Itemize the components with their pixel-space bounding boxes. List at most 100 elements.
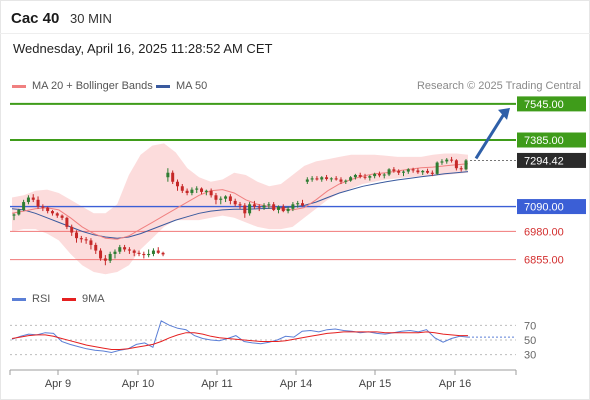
candle-body bbox=[17, 209, 21, 215]
candle-body bbox=[454, 160, 458, 169]
candle-body bbox=[209, 190, 213, 196]
projection-arrow-head bbox=[498, 107, 510, 120]
x-tick-label: Apr 10 bbox=[122, 378, 154, 390]
level-tag-support: 6980.00 bbox=[524, 226, 564, 238]
candle-body bbox=[161, 252, 165, 255]
candle-body bbox=[79, 238, 83, 240]
timeframe-label: 30 MIN bbox=[70, 11, 112, 26]
legend-rsi: RSI bbox=[12, 293, 50, 305]
candle-body bbox=[151, 250, 155, 254]
candle-body bbox=[464, 160, 468, 170]
x-tick-label: Apr 11 bbox=[201, 378, 233, 390]
candle-body bbox=[132, 250, 136, 253]
legend-rsi-ma: 9MA bbox=[62, 293, 105, 305]
rsi-ma-line bbox=[11, 331, 468, 350]
candle-body bbox=[281, 206, 285, 212]
candle-body bbox=[291, 204, 295, 209]
candle-body bbox=[358, 174, 362, 177]
candle-body bbox=[276, 206, 280, 210]
candle-body bbox=[99, 250, 103, 259]
candle-body bbox=[84, 239, 88, 241]
candle-body bbox=[310, 178, 314, 180]
candle-body bbox=[50, 211, 54, 214]
candle-body bbox=[238, 204, 242, 206]
header-divider bbox=[0, 33, 590, 34]
candle-body bbox=[180, 186, 184, 191]
candle-body bbox=[252, 204, 256, 207]
candle-body bbox=[325, 177, 329, 180]
candle-body bbox=[75, 232, 79, 239]
candle-body bbox=[353, 174, 357, 178]
candle-body bbox=[12, 214, 16, 216]
legend-rsi-swatch bbox=[12, 297, 26, 301]
candle-body bbox=[219, 198, 223, 200]
legend-rsi-ma-label: 9MA bbox=[82, 293, 105, 305]
x-tick-label: Apr 9 bbox=[45, 378, 71, 390]
candle-body bbox=[305, 179, 309, 182]
level-tag-last-bg bbox=[517, 152, 586, 168]
candle-body bbox=[450, 159, 454, 161]
candle-body bbox=[228, 196, 232, 201]
level-tag-support: 6855.00 bbox=[524, 255, 564, 267]
candle-body bbox=[94, 244, 98, 251]
candle-body bbox=[392, 169, 396, 171]
candle-body bbox=[118, 247, 122, 252]
rsi-tick-label: 50 bbox=[524, 335, 536, 347]
candle-body bbox=[89, 240, 93, 245]
candle-body bbox=[272, 204, 276, 210]
candle-body bbox=[329, 178, 333, 180]
legend-ma20-label: MA 20 + Bollinger Bands bbox=[32, 80, 153, 92]
level-tag-resistance: 7545.00 bbox=[524, 99, 564, 111]
candle-body bbox=[127, 249, 131, 251]
candle-body bbox=[60, 215, 64, 218]
candle-body bbox=[55, 213, 59, 216]
candle-body bbox=[262, 205, 266, 208]
candle-body bbox=[147, 253, 151, 256]
projection-arrow bbox=[474, 113, 506, 160]
candle-body bbox=[46, 207, 50, 212]
legend-ma20-bollinger: MA 20 + Bollinger Bands bbox=[12, 80, 153, 92]
candle-body bbox=[22, 202, 26, 210]
candle-body bbox=[233, 200, 237, 205]
candle-body bbox=[430, 172, 434, 174]
candle-body bbox=[286, 208, 290, 212]
legend-ma50-label: MA 50 bbox=[176, 80, 208, 92]
candle-body bbox=[26, 197, 30, 203]
candle-body bbox=[70, 226, 74, 233]
candle-body bbox=[267, 204, 271, 206]
candle-body bbox=[349, 177, 353, 181]
candle-body bbox=[190, 189, 194, 194]
legend-ma50: MA 50 bbox=[156, 80, 207, 92]
datetime-label: Wednesday, April 16, 2025 11:28:52 AM CE… bbox=[13, 41, 273, 56]
ma20-line bbox=[11, 163, 469, 240]
candle-body bbox=[397, 170, 401, 173]
level-tag-pivot: 7090.00 bbox=[524, 202, 564, 214]
candle-body bbox=[103, 258, 107, 261]
candle-body bbox=[426, 170, 430, 173]
level-tag-last: 7294.42 bbox=[524, 155, 564, 167]
candle-body bbox=[137, 252, 141, 254]
candle-body bbox=[320, 177, 324, 180]
candle-body bbox=[382, 174, 386, 176]
candle-body bbox=[416, 170, 420, 173]
candle-body bbox=[248, 204, 252, 214]
candle-body bbox=[421, 170, 425, 173]
candle-body bbox=[301, 203, 305, 206]
candle-body bbox=[440, 161, 444, 163]
candle-body bbox=[65, 217, 69, 227]
candle-body bbox=[171, 172, 175, 182]
candle-body bbox=[175, 181, 179, 187]
candle-body bbox=[339, 179, 343, 182]
instrument-title: Cac 40 bbox=[11, 10, 60, 27]
rsi-tick-label: 30 bbox=[524, 350, 536, 362]
legend-ma20-swatch bbox=[12, 84, 26, 88]
x-tick-label: Apr 15 bbox=[359, 378, 391, 390]
candle-body bbox=[334, 178, 338, 180]
candle-body bbox=[445, 159, 449, 162]
candle-body bbox=[406, 169, 410, 172]
candle-body bbox=[257, 206, 261, 208]
candle-body bbox=[156, 250, 160, 253]
candle-body bbox=[296, 203, 300, 205]
level-tag-pivot-bg bbox=[517, 199, 586, 215]
candle-body bbox=[113, 251, 117, 254]
